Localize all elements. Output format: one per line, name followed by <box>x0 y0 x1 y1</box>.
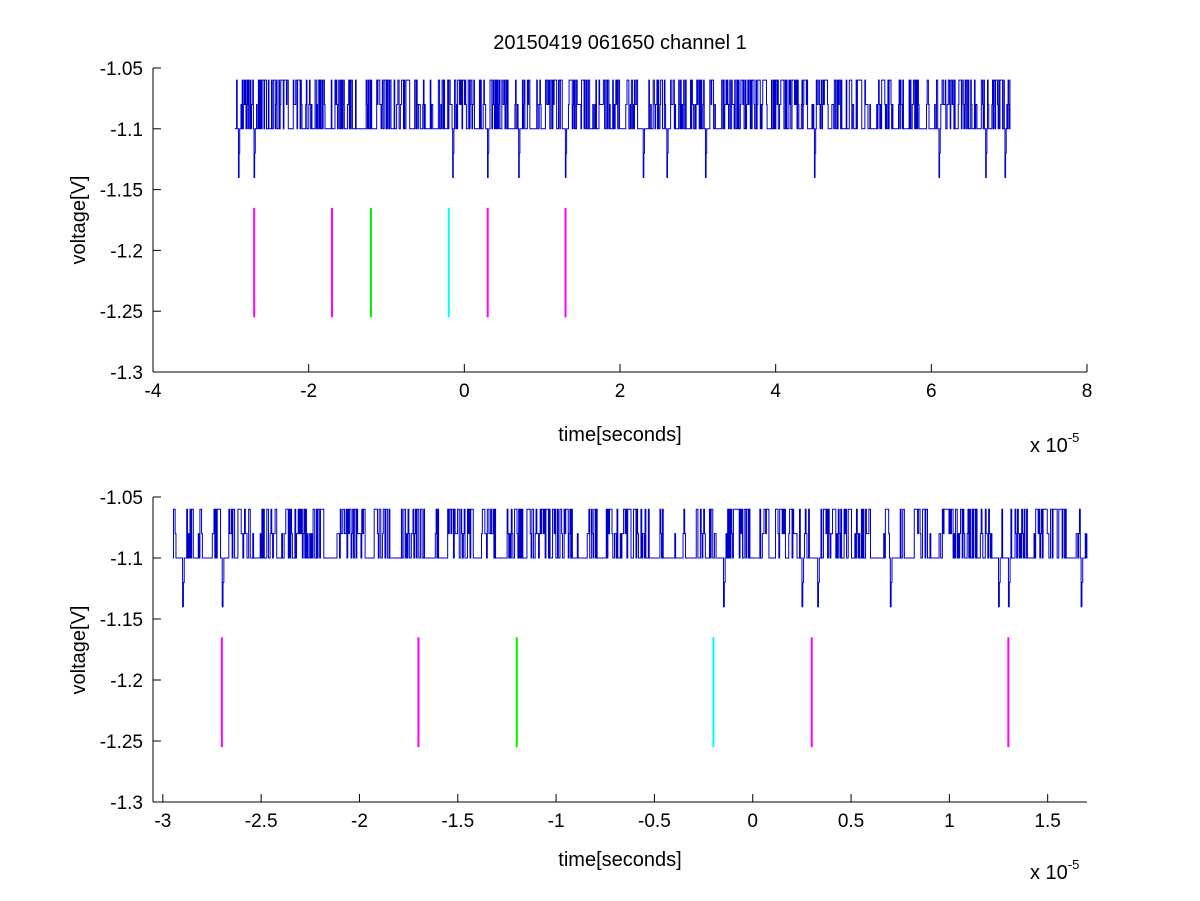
top-subplot: -4 -2 0 2 4 6 8 -1.05 -1.1 -1.15 -1.2 -1.25 -1.3 tim… <box>68 59 1092 457</box>
top-y-tick-label: -1.15 <box>100 181 143 202</box>
bottom-y-tick-label: -1.25 <box>100 732 143 753</box>
top-x-tick-label: 6 <box>926 381 937 402</box>
top-y-tick-label: -1.1 <box>110 120 143 141</box>
bottom-x-tick-label: -2 <box>351 811 368 832</box>
top-y-axis-label: voltage[V] <box>68 176 90 265</box>
top-y-tick-label: -1.3 <box>110 363 143 384</box>
top-x-tick-label: -4 <box>145 381 162 402</box>
top-x-axis-label: time[seconds] <box>558 424 681 446</box>
top-x-tick-label: 8 <box>1082 381 1093 402</box>
bottom-y-tick-label: -1.3 <box>110 793 143 814</box>
top-y-tick-label: -1.05 <box>100 59 143 80</box>
top-ticks: -4 -2 0 2 4 6 8 -1.05 -1.1 -1.15 -1.2 -1.25 -1.3 <box>100 59 1093 402</box>
top-x-tick-label: 0 <box>459 381 470 402</box>
top-x-tick-label: -2 <box>300 381 317 402</box>
top-y-tick-label: -1.2 <box>110 241 143 262</box>
bottom-plot-content <box>172 508 1088 748</box>
top-y-tick-label: -1.25 <box>100 302 143 323</box>
bottom-x-tick-label: -1 <box>548 811 565 832</box>
bottom-ticks: -3 -2.5 -2 -1.5 -1 -0.5 0 0.5 1 1.5 -1.05 -1.1 -1.15… <box>100 488 1061 832</box>
bottom-x-tick-label: 1.5 <box>1034 811 1060 832</box>
bottom-x-tick-label: 0.5 <box>838 811 864 832</box>
bottom-y-tick-label: -1.2 <box>110 671 143 692</box>
bottom-y-axis-label: voltage[V] <box>68 606 90 695</box>
bottom-y-tick-label: -1.15 <box>100 610 143 631</box>
bottom-x-tick-label: 0 <box>747 811 758 832</box>
top-signal-line <box>234 79 1011 178</box>
chart-title: 20150419 061650 channel 1 <box>493 32 747 54</box>
bottom-y-tick-label: -1.05 <box>100 488 143 509</box>
bottom-x-tick-label: -3 <box>154 811 171 832</box>
bottom-x-tick-label: 1 <box>944 811 955 832</box>
top-x-exponent: x 10-5 <box>1030 430 1079 457</box>
bottom-subplot: -3 -2.5 -2 -1.5 -1 -0.5 0 0.5 1 1.5 -1.05 -1.1 -1.15… <box>68 488 1088 884</box>
bottom-x-tick-label: -0.5 <box>638 811 671 832</box>
top-x-tick-label: 4 <box>770 381 781 402</box>
bottom-x-exponent: x 10-5 <box>1030 857 1079 884</box>
top-x-tick-label: 2 <box>615 381 626 402</box>
bottom-y-tick-label: -1.1 <box>110 549 143 570</box>
bottom-x-axis-label: time[seconds] <box>558 849 681 871</box>
bottom-x-tick-label: -1.5 <box>441 811 474 832</box>
top-plot-content <box>234 79 1011 318</box>
bottom-x-tick-label: -2.5 <box>245 811 278 832</box>
bottom-signal-line <box>172 508 1088 608</box>
